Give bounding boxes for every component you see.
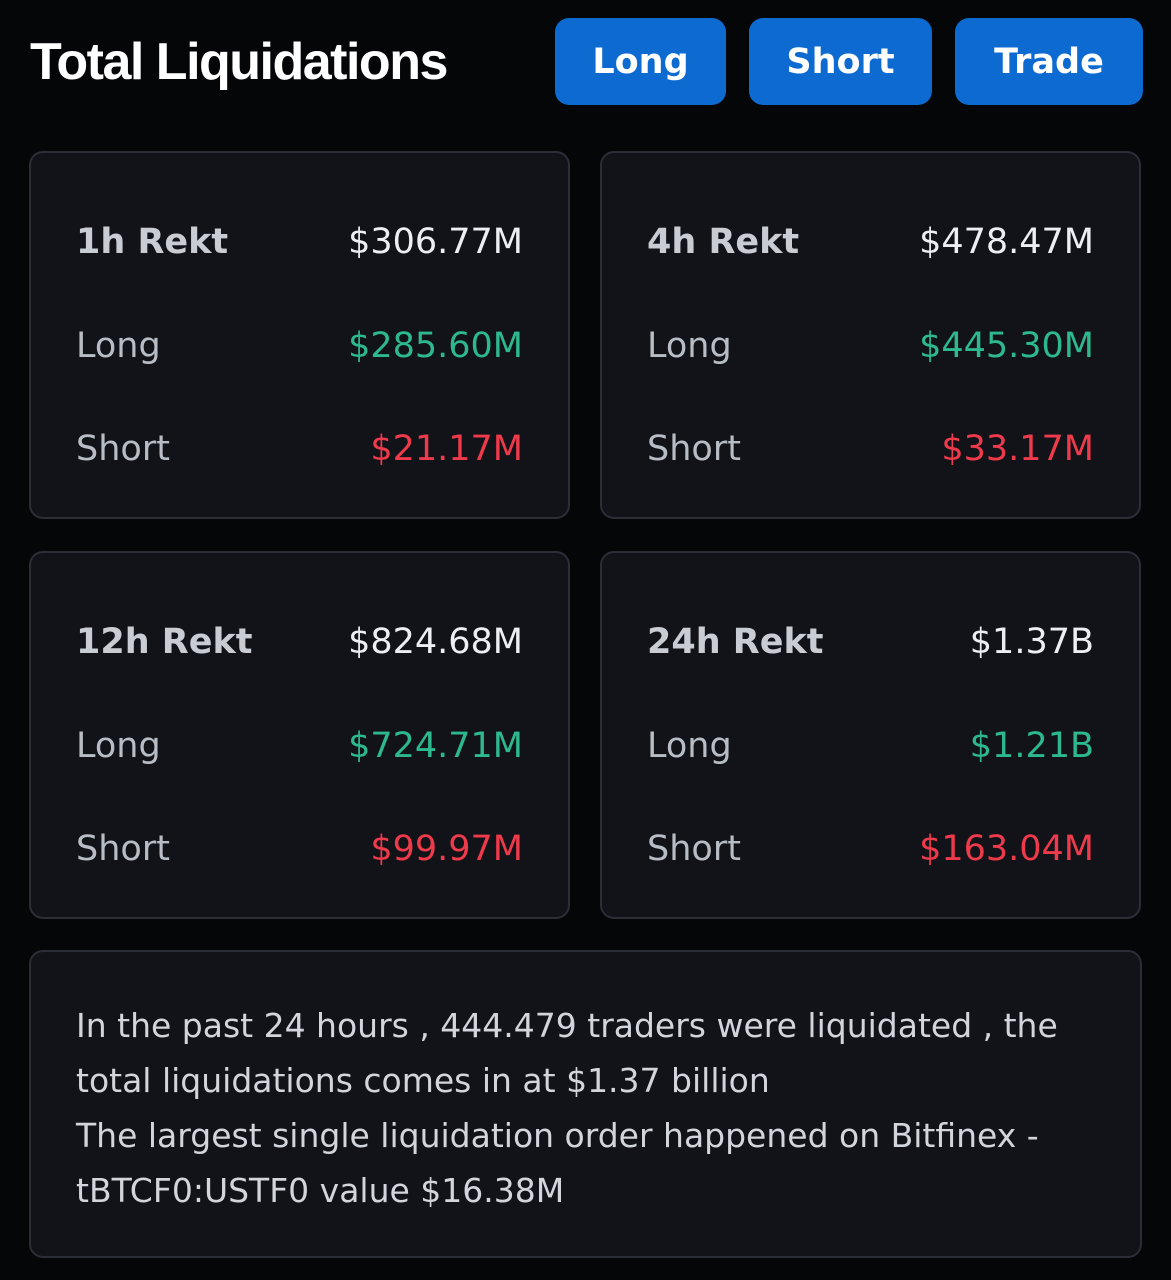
short-row: Short $21.17M: [76, 424, 523, 474]
long-value: $285.60M: [348, 326, 523, 366]
summary-line: The largest single liquidation order hap…: [76, 1116, 1039, 1155]
total-value: $824.68M: [348, 622, 523, 662]
long-label: Long: [76, 726, 161, 766]
stats-card-12h: 12h Rekt $824.68M Long $724.71M Short $9…: [29, 551, 570, 919]
summary-line: In the past 24 hours , 444.479 traders w…: [76, 1006, 1058, 1045]
short-value: $163.04M: [919, 829, 1094, 869]
short-value: $99.97M: [370, 829, 523, 869]
period-label: 4h Rekt: [647, 222, 800, 262]
total-row: 1h Rekt $306.77M: [76, 217, 523, 267]
total-value: $1.37B: [969, 622, 1094, 662]
long-label: Long: [76, 326, 161, 366]
long-value: $445.30M: [919, 326, 1094, 366]
stats-card-24h: 24h Rekt $1.37B Long $1.21B Short $163.0…: [600, 551, 1141, 919]
long-row: Long $285.60M: [76, 321, 523, 371]
total-row: 4h Rekt $478.47M: [647, 217, 1094, 267]
short-value: $21.17M: [370, 429, 523, 469]
long-label: Long: [647, 726, 732, 766]
period-label: 24h Rekt: [647, 622, 824, 662]
trade-button[interactable]: Trade: [955, 18, 1143, 105]
stats-card-4h: 4h Rekt $478.47M Long $445.30M Short $33…: [600, 151, 1141, 519]
total-row: 24h Rekt $1.37B: [647, 617, 1094, 667]
long-row: Long $1.21B: [647, 721, 1094, 771]
long-label: Long: [647, 326, 732, 366]
summary-line: total liquidations comes in at $1.37 bil…: [76, 1061, 770, 1100]
period-label: 1h Rekt: [76, 222, 229, 262]
long-value: $1.21B: [969, 726, 1094, 766]
page-title: Total Liquidations: [30, 33, 448, 91]
short-button[interactable]: Short: [749, 18, 932, 105]
total-value: $306.77M: [348, 222, 523, 262]
short-label: Short: [76, 829, 170, 869]
short-row: Short $163.04M: [647, 824, 1094, 874]
total-row: 12h Rekt $824.68M: [76, 617, 523, 667]
long-row: Long $724.71M: [76, 721, 523, 771]
short-row: Short $33.17M: [647, 424, 1094, 474]
summary-line: tBTCF0:USTF0 value $16.38M: [76, 1171, 565, 1210]
summary-text: In the past 24 hours , 444.479 traders w…: [76, 998, 1086, 1218]
short-label: Short: [76, 429, 170, 469]
header: Total Liquidations Long Short Trade: [0, 0, 1171, 125]
short-label: Short: [647, 829, 741, 869]
period-label: 12h Rekt: [76, 622, 253, 662]
long-button[interactable]: Long: [555, 18, 726, 105]
summary-card: In the past 24 hours , 444.479 traders w…: [29, 950, 1142, 1258]
short-label: Short: [647, 429, 741, 469]
long-row: Long $445.30M: [647, 321, 1094, 371]
total-value: $478.47M: [919, 222, 1094, 262]
short-value: $33.17M: [941, 429, 1094, 469]
stats-card-1h: 1h Rekt $306.77M Long $285.60M Short $21…: [29, 151, 570, 519]
long-value: $724.71M: [348, 726, 523, 766]
short-row: Short $99.97M: [76, 824, 523, 874]
